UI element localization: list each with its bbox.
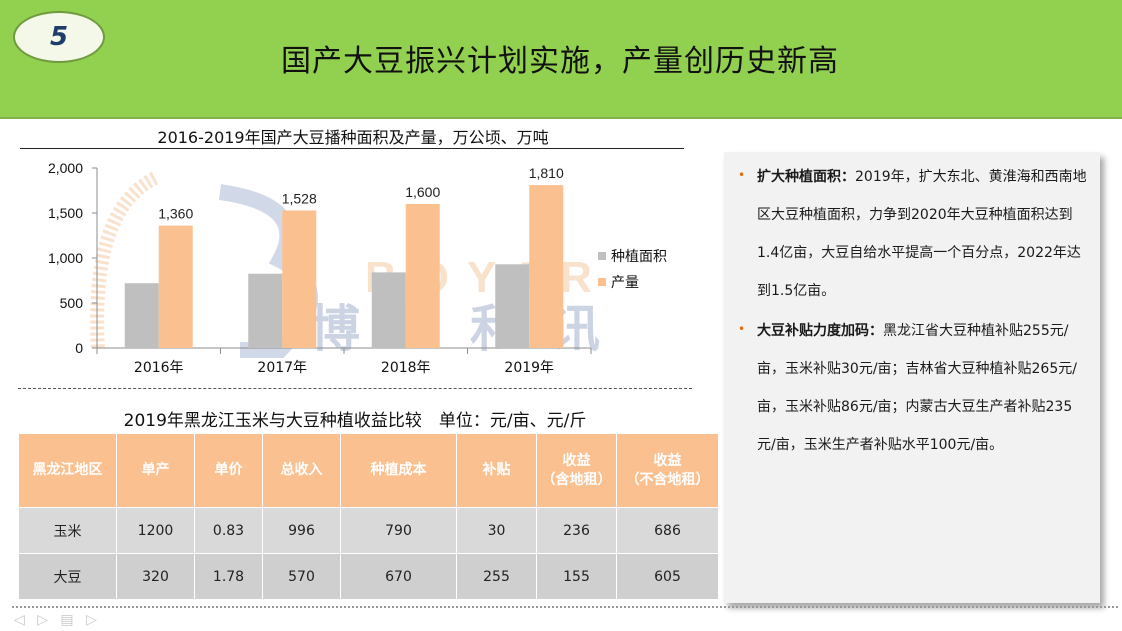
table-cell: 570 xyxy=(262,553,341,600)
table-cell: 155 xyxy=(536,553,617,600)
table-header-cell: 单价 xyxy=(194,433,263,508)
table-cell: 1.78 xyxy=(194,553,263,600)
bar-planting-area xyxy=(371,272,406,348)
chart-labels: 1,360 1,528 1,600 1,810 xyxy=(158,165,564,222)
y-tick-label: 1,500 xyxy=(48,205,83,221)
table-title: 2019年黑龙江玉米与大豆种植收益比较 单位：元/亩、元/斤 xyxy=(123,411,587,431)
page-title: 国产大豆振兴计划实施，产量创历史新高 xyxy=(281,44,839,79)
table-header-cell: 种植成本 xyxy=(340,433,457,508)
y-tick-label: 1,000 xyxy=(48,250,83,266)
table-cell: 605 xyxy=(616,553,719,600)
slide-number-badge: 5 xyxy=(13,11,105,63)
bar-production xyxy=(158,225,193,348)
income-comparison-table: 黑龙江地区 单产 单价 总收入 种植成本 补贴 收益 （含地租） 收益 （不含地租） 玉米 1200… xyxy=(18,433,719,600)
table-cell: 0.83 xyxy=(194,507,263,554)
legend-swatch xyxy=(598,278,606,286)
slide-header xyxy=(0,0,1122,117)
bar-production xyxy=(405,204,440,348)
table-cell: 670 xyxy=(340,553,457,600)
legend-label: 产量 xyxy=(611,275,639,291)
table-cell: 236 xyxy=(536,507,617,554)
legend-swatch xyxy=(598,252,606,260)
bullet-body: 黑龙江省大豆种植补贴255元/亩，玉米补贴30元/亩；吉林省大豆种植补贴265元… xyxy=(757,323,1077,453)
bar-production xyxy=(529,185,564,348)
header-divider xyxy=(0,117,1122,119)
table-row: 玉米 1200 0.83 996 790 30 236 686 xyxy=(18,507,719,554)
slide-nav-icons[interactable]: ◁ ▷ ▤ ▷ xyxy=(14,612,101,628)
data-label: 1,600 xyxy=(405,184,440,200)
table-header-cell: 总收入 xyxy=(262,433,341,508)
bullet-area-expansion: 扩大种植面积：2019年，扩大东北、黄淮海和西南地区大豆种植面积，力争到2020… xyxy=(757,158,1087,310)
bullet-subsidy: 大豆补贴力度加码：黑龙江省大豆种植补贴255元/亩，玉米补贴30元/亩；吉林省大… xyxy=(757,312,1087,464)
bullet-body: 2019年，扩大东北、黄淮海和西南地区大豆种植面积，力争到2020年大豆种植面积… xyxy=(757,169,1087,299)
bar-production xyxy=(282,210,317,348)
table-header-cell: 黑龙江地区 xyxy=(18,433,117,508)
chart-title: 2016-2019年国产大豆播种面积及产量，万公顷、万吨 xyxy=(157,128,549,147)
data-label: 1,360 xyxy=(158,206,193,222)
watermark-chinese: 博亚和讯 xyxy=(310,300,630,358)
data-label: 1,810 xyxy=(529,165,564,181)
footer-divider xyxy=(12,606,1118,608)
table-cell: 686 xyxy=(616,507,719,554)
y-tick-label: 500 xyxy=(60,295,84,311)
bullet-title: 扩大种植面积： xyxy=(757,169,855,185)
bullet-icon: • xyxy=(738,322,746,336)
x-tick-label: 2017年 xyxy=(257,360,307,376)
x-tick-label: 2018年 xyxy=(381,360,431,376)
table-cell: 1200 xyxy=(116,507,195,554)
x-tick-label: 2016年 xyxy=(134,360,184,376)
bullet-icon: • xyxy=(738,168,746,182)
table-cell: 30 xyxy=(456,507,537,554)
table-header-cell: 收益 （含地租） xyxy=(536,433,617,508)
chart-axes: 0 500 1,000 1,500 2,000 2016年 2017年 2018年 2019年 xyxy=(48,160,592,376)
table-cell: 255 xyxy=(456,553,537,600)
table-cell: 玉米 xyxy=(18,507,117,554)
y-tick-label: 2,000 xyxy=(48,160,83,176)
bar-planting-area xyxy=(124,283,159,348)
table-header-cell: 单产 xyxy=(116,433,195,508)
chart-bars xyxy=(124,185,564,348)
chart-title-rule xyxy=(20,148,684,149)
table-cell: 790 xyxy=(340,507,457,554)
legend-label: 种植面积 xyxy=(611,249,667,265)
table-header-cell: 补贴 xyxy=(456,433,537,508)
x-tick-label: 2019年 xyxy=(504,360,554,376)
bar-planting-area xyxy=(248,273,283,348)
data-label: 1,528 xyxy=(282,190,317,206)
table-cell: 996 xyxy=(262,507,341,554)
table-cell: 320 xyxy=(116,553,195,600)
y-tick-label: 0 xyxy=(75,340,83,356)
bullet-title: 大豆补贴力度加码： xyxy=(757,323,883,339)
info-panel: • 扩大种植面积：2019年，扩大东北、黄淮海和西南地区大豆种植面积，力争到20… xyxy=(724,152,1100,603)
table-header-row: 黑龙江地区 单产 单价 总收入 种植成本 补贴 收益 （含地租） 收益 （不含地租） xyxy=(18,433,719,508)
table-row: 大豆 320 1.78 570 670 255 155 605 xyxy=(18,553,719,600)
section-separator xyxy=(18,388,692,389)
bar-planting-area xyxy=(495,264,530,348)
table-header-cell: 收益 （不含地租） xyxy=(616,433,719,508)
table-cell: 大豆 xyxy=(18,553,117,600)
